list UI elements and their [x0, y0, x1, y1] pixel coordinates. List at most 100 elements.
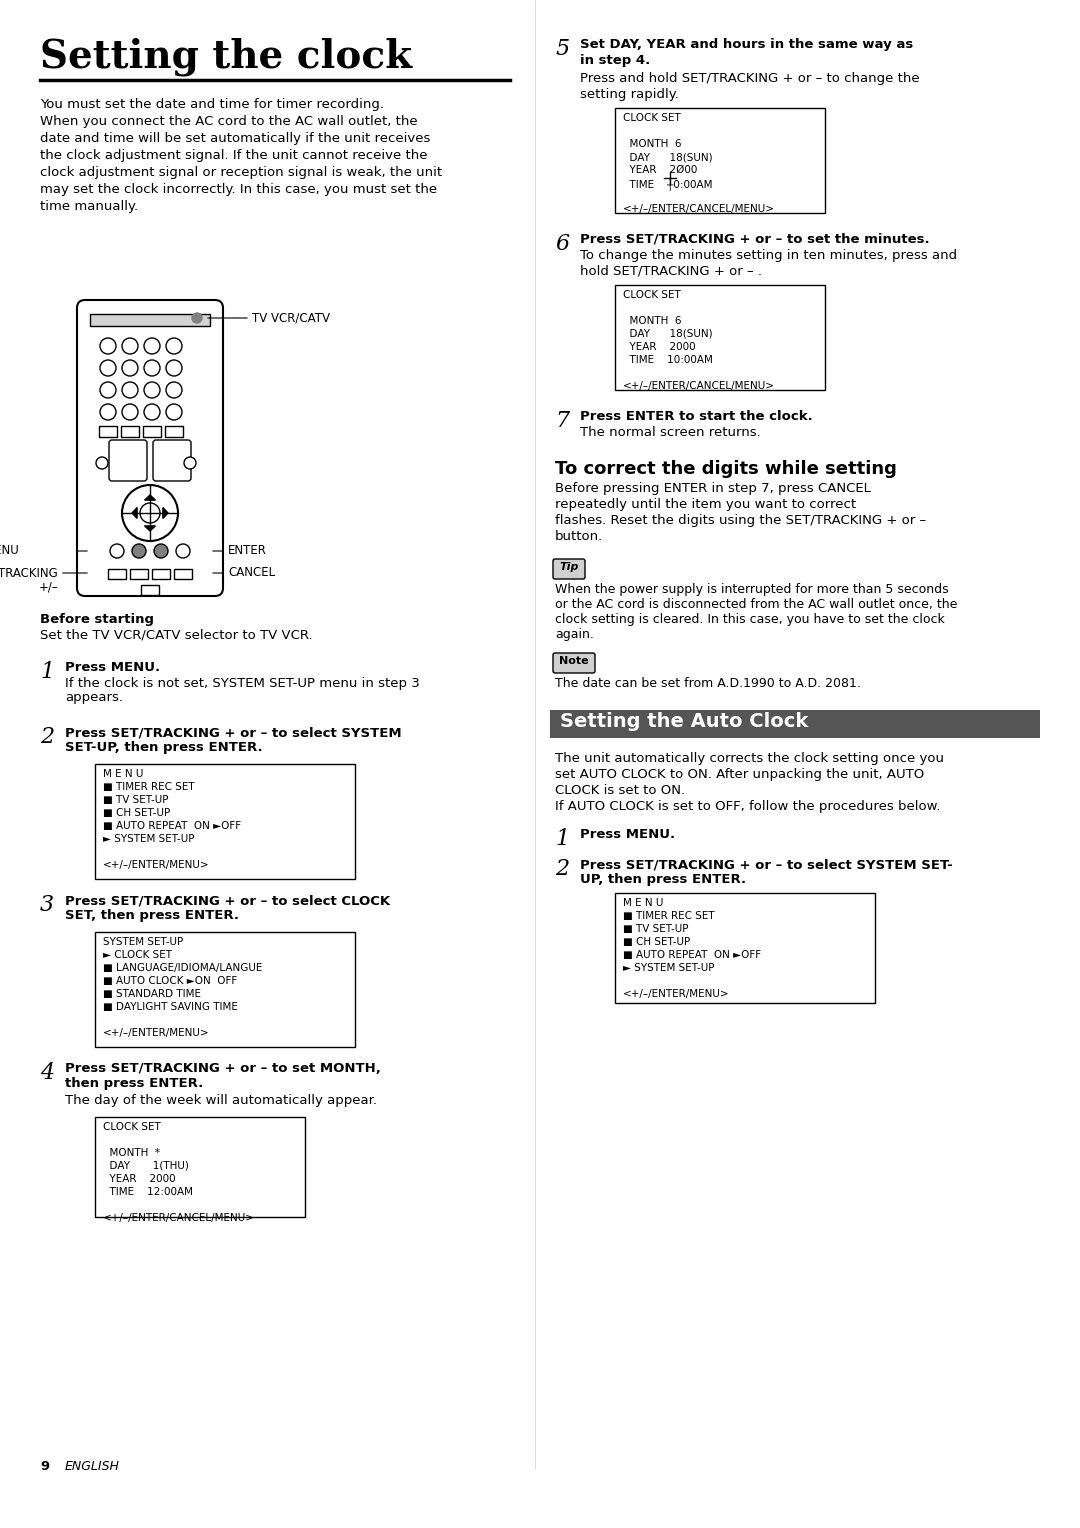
Text: MONTH  6: MONTH 6 — [623, 316, 681, 325]
Circle shape — [100, 382, 116, 397]
Circle shape — [184, 457, 195, 469]
Text: CANCEL: CANCEL — [228, 567, 275, 579]
Text: YEAR    2000: YEAR 2000 — [103, 1174, 176, 1184]
Text: Press SET/TRACKING + or – to select CLOCK: Press SET/TRACKING + or – to select CLOC… — [65, 894, 390, 908]
Text: date and time will be set automatically if the unit receives: date and time will be set automatically … — [40, 131, 430, 145]
Text: CLOCK SET: CLOCK SET — [623, 290, 680, 299]
Text: You must set the date and time for timer recording.: You must set the date and time for timer… — [40, 98, 384, 112]
Text: again.: again. — [555, 628, 594, 642]
Bar — [141, 585, 159, 594]
Text: <+/–/ENTER/CANCEL/MENU>: <+/–/ENTER/CANCEL/MENU> — [103, 1213, 255, 1222]
Bar — [615, 286, 825, 390]
Bar — [90, 313, 210, 325]
Text: CLOCK is set to ON.: CLOCK is set to ON. — [555, 784, 685, 798]
Text: Press SET/TRACKING + or – to set the minutes.: Press SET/TRACKING + or – to set the min… — [580, 232, 930, 246]
Text: 3: 3 — [40, 894, 54, 915]
Circle shape — [144, 403, 160, 420]
Circle shape — [100, 361, 116, 376]
Text: Set DAY, YEAR and hours in the same way as: Set DAY, YEAR and hours in the same way … — [580, 38, 914, 50]
Text: If AUTO CLOCK is set to OFF, follow the procedures below.: If AUTO CLOCK is set to OFF, follow the … — [555, 801, 941, 813]
Text: Press SET/TRACKING + or – to set MONTH,: Press SET/TRACKING + or – to set MONTH, — [65, 1062, 381, 1076]
Text: flashes. Reset the digits using the SET/TRACKING + or –: flashes. Reset the digits using the SET/… — [555, 513, 927, 527]
Text: 2: 2 — [555, 859, 569, 880]
Text: repeatedly until the item you want to correct: repeatedly until the item you want to co… — [555, 498, 856, 510]
Circle shape — [192, 313, 202, 322]
Circle shape — [122, 484, 178, 541]
Text: When the power supply is interrupted for more than 5 seconds: When the power supply is interrupted for… — [555, 584, 948, 596]
Text: M E N U: M E N U — [103, 769, 144, 779]
Text: ■ TIMER REC SET: ■ TIMER REC SET — [103, 782, 194, 792]
Text: YEAR    2000: YEAR 2000 — [623, 342, 696, 351]
Circle shape — [132, 544, 146, 558]
Circle shape — [110, 544, 124, 558]
Text: clock setting is cleared. In this case, you have to set the clock: clock setting is cleared. In this case, … — [555, 613, 945, 626]
Bar — [95, 932, 355, 1047]
Bar — [95, 764, 355, 879]
Text: Before pressing ENTER in step 7, press CANCEL: Before pressing ENTER in step 7, press C… — [555, 481, 870, 495]
Text: Press ENTER to start the clock.: Press ENTER to start the clock. — [580, 410, 813, 423]
Polygon shape — [145, 495, 156, 500]
Text: MENU: MENU — [0, 544, 21, 558]
Text: ■ TIMER REC SET: ■ TIMER REC SET — [623, 911, 715, 921]
Text: SET, then press ENTER.: SET, then press ENTER. — [65, 909, 239, 921]
Circle shape — [144, 338, 160, 354]
Text: ► SYSTEM SET-UP: ► SYSTEM SET-UP — [103, 834, 194, 843]
Text: appears.: appears. — [65, 691, 123, 704]
Text: then press ENTER.: then press ENTER. — [65, 1077, 203, 1089]
Text: ■ TV SET-UP: ■ TV SET-UP — [623, 924, 689, 934]
Text: 2: 2 — [40, 726, 54, 749]
Text: 1: 1 — [40, 662, 54, 683]
Circle shape — [166, 403, 183, 420]
Circle shape — [100, 338, 116, 354]
Bar — [130, 568, 148, 579]
FancyBboxPatch shape — [109, 440, 147, 481]
Text: MONTH  *: MONTH * — [103, 1148, 160, 1158]
Text: Press and hold SET/TRACKING + or – to change the: Press and hold SET/TRACKING + or – to ch… — [580, 72, 920, 86]
Text: button.: button. — [555, 530, 604, 542]
Text: M E N U: M E N U — [623, 898, 663, 908]
Circle shape — [154, 544, 168, 558]
Text: CLOCK SET: CLOCK SET — [623, 113, 680, 122]
Text: ■ AUTO CLOCK ►ON  OFF: ■ AUTO CLOCK ►ON OFF — [103, 976, 238, 986]
Text: ■ STANDARD TIME: ■ STANDARD TIME — [103, 989, 201, 999]
Text: YEAR    2Ø00: YEAR 2Ø00 — [623, 165, 698, 176]
Text: setting rapidly.: setting rapidly. — [580, 89, 679, 101]
Text: DAY       1(THU): DAY 1(THU) — [103, 1161, 189, 1170]
Text: SYSTEM SET-UP: SYSTEM SET-UP — [103, 937, 184, 947]
Text: DAY      18(SUN): DAY 18(SUN) — [623, 329, 713, 339]
Text: The normal screen returns.: The normal screen returns. — [580, 426, 760, 439]
Text: <+/–/ENTER/MENU>: <+/–/ENTER/MENU> — [103, 1028, 210, 1038]
FancyBboxPatch shape — [553, 652, 595, 672]
Text: 4: 4 — [40, 1062, 54, 1083]
Text: the clock adjustment signal. If the unit cannot receive the: the clock adjustment signal. If the unit… — [40, 150, 428, 162]
Bar — [174, 568, 192, 579]
Text: 5: 5 — [555, 38, 569, 60]
Text: may set the clock incorrectly. In this case, you must set the: may set the clock incorrectly. In this c… — [40, 183, 437, 196]
Circle shape — [166, 382, 183, 397]
Text: TIME    ┼0:00AM: TIME ┼0:00AM — [623, 177, 713, 189]
Bar — [121, 426, 139, 437]
Text: or the AC cord is disconnected from the AC wall outlet once, the: or the AC cord is disconnected from the … — [555, 597, 957, 611]
Text: ■ DAYLIGHT SAVING TIME: ■ DAYLIGHT SAVING TIME — [103, 1002, 238, 1012]
Text: CLOCK SET: CLOCK SET — [103, 1122, 161, 1132]
Text: Before starting: Before starting — [40, 613, 154, 626]
Text: +/–: +/– — [38, 581, 58, 594]
Circle shape — [166, 338, 183, 354]
Bar — [615, 892, 875, 1002]
Text: 1: 1 — [555, 828, 569, 850]
Text: MONTH  6: MONTH 6 — [623, 139, 681, 150]
Text: set AUTO CLOCK to ON. After unpacking the unit, AUTO: set AUTO CLOCK to ON. After unpacking th… — [555, 769, 924, 781]
Text: SET/TRACKING: SET/TRACKING — [0, 567, 58, 581]
Circle shape — [166, 361, 183, 376]
Text: Press SET/TRACKING + or – to select SYSTEM: Press SET/TRACKING + or – to select SYST… — [65, 726, 402, 740]
Polygon shape — [132, 507, 137, 518]
Polygon shape — [145, 526, 156, 532]
Text: ENGLISH: ENGLISH — [65, 1459, 120, 1473]
Text: DAY      18(SUN): DAY 18(SUN) — [623, 151, 713, 162]
Text: Press SET/TRACKING + or – to select SYSTEM SET-: Press SET/TRACKING + or – to select SYST… — [580, 859, 953, 871]
Text: ■ TV SET-UP: ■ TV SET-UP — [103, 795, 168, 805]
Bar — [152, 568, 170, 579]
Bar — [143, 426, 161, 437]
Text: <+/–/ENTER/MENU>: <+/–/ENTER/MENU> — [103, 860, 210, 869]
Text: SET-UP, then press ENTER.: SET-UP, then press ENTER. — [65, 741, 262, 753]
